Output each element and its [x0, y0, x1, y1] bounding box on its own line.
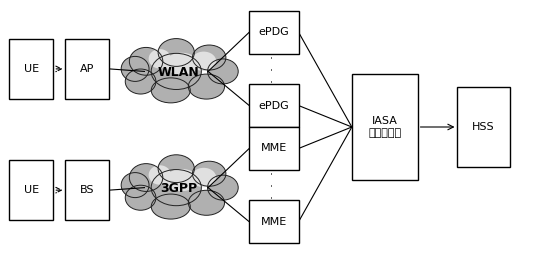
Bar [249, 127, 299, 170]
Bar [9, 39, 53, 99]
Bar [249, 200, 299, 243]
Text: ·  ·  ·: · · · [267, 171, 280, 199]
Ellipse shape [188, 190, 224, 215]
Ellipse shape [158, 39, 194, 66]
Text: 3GPP: 3GPP [161, 182, 197, 195]
Ellipse shape [129, 164, 163, 192]
Text: IASA
负载均衡器: IASA 负载均衡器 [368, 116, 402, 138]
Ellipse shape [121, 56, 149, 81]
Bar [352, 74, 417, 180]
Ellipse shape [207, 59, 238, 84]
Ellipse shape [192, 161, 226, 186]
Bar [65, 160, 109, 220]
Ellipse shape [191, 168, 216, 187]
Text: BS: BS [80, 185, 95, 195]
Ellipse shape [151, 194, 190, 219]
Text: MME: MME [261, 144, 287, 153]
Ellipse shape [158, 155, 194, 183]
Ellipse shape [207, 175, 238, 200]
Text: ePDG: ePDG [258, 101, 289, 110]
Bar [65, 39, 109, 99]
Ellipse shape [188, 74, 224, 99]
Ellipse shape [121, 173, 149, 198]
Bar [249, 11, 299, 54]
Ellipse shape [165, 53, 199, 75]
Text: UE: UE [24, 64, 39, 74]
Ellipse shape [148, 49, 171, 69]
Text: ·  ·  ·: · · · [267, 55, 280, 83]
Ellipse shape [191, 52, 216, 71]
Text: MME: MME [261, 217, 287, 227]
Ellipse shape [151, 78, 190, 103]
Text: WLAN: WLAN [158, 66, 200, 79]
Ellipse shape [192, 45, 226, 70]
Ellipse shape [125, 69, 156, 94]
Text: UE: UE [24, 185, 39, 195]
Ellipse shape [151, 53, 201, 89]
Ellipse shape [165, 169, 199, 191]
Bar [249, 84, 299, 127]
Text: ePDG: ePDG [258, 27, 289, 37]
Bar [458, 87, 509, 167]
Ellipse shape [125, 185, 156, 210]
Bar [9, 160, 53, 220]
Text: AP: AP [80, 64, 95, 74]
Ellipse shape [129, 47, 163, 75]
Ellipse shape [148, 165, 171, 185]
Text: HSS: HSS [472, 122, 495, 132]
Ellipse shape [151, 170, 201, 206]
